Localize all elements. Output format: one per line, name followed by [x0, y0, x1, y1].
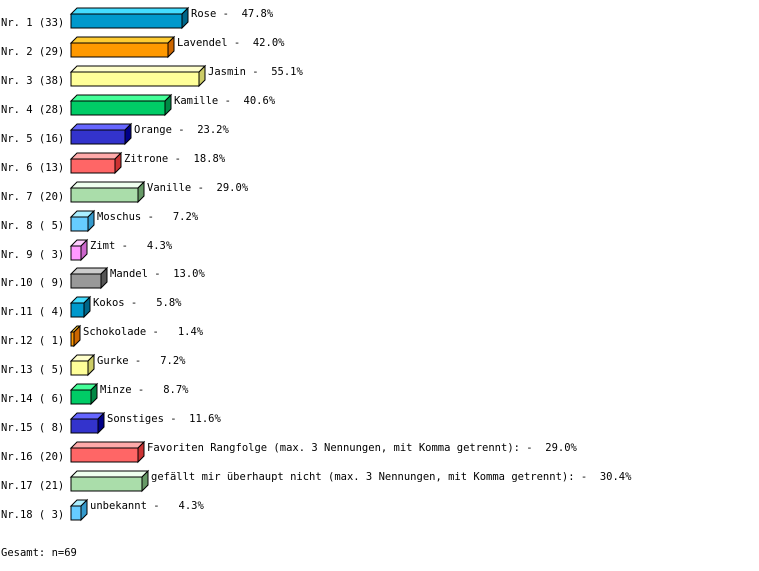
- bar-top-face: [69, 36, 176, 44]
- bar: [70, 129, 126, 145]
- bar: [70, 273, 102, 289]
- bar: [70, 360, 89, 376]
- bar: [70, 302, 85, 318]
- bar-top-face: [69, 470, 150, 478]
- data-label: Vanille - 29.0%: [147, 182, 249, 194]
- bar: [70, 245, 82, 261]
- row-label: Nr.12 ( 1): [1, 335, 64, 347]
- bar: [70, 187, 139, 203]
- bar: [70, 505, 82, 521]
- bar-top-face: [69, 181, 146, 189]
- bar: [70, 331, 75, 347]
- bar-top-face: [69, 94, 173, 102]
- data-label: unbekannt - 4.3%: [90, 500, 204, 512]
- data-label: Mandel - 13.0%: [110, 268, 206, 280]
- bar-top-face: [69, 152, 123, 160]
- row-label: Nr. 2 (29): [1, 46, 64, 58]
- row-label: Nr. 3 (38): [1, 75, 64, 87]
- bar: [70, 476, 143, 492]
- row-label: Nr.13 ( 5): [1, 364, 64, 376]
- row-label: Nr.10 ( 9): [1, 277, 64, 289]
- bar: [70, 158, 116, 174]
- row-label: Nr.18 ( 3): [1, 509, 64, 521]
- data-label: Kokos - 5.8%: [93, 297, 182, 309]
- row-label: Nr.14 ( 6): [1, 393, 64, 405]
- data-label: Zimt - 4.3%: [90, 240, 173, 252]
- data-label: Gurke - 7.2%: [97, 355, 186, 367]
- row-label: Nr. 7 (20): [1, 191, 64, 203]
- data-label: Lavendel - 42.0%: [177, 37, 285, 49]
- bar: [70, 100, 166, 116]
- data-label: Sonstiges - 11.6%: [107, 413, 221, 425]
- bar: [70, 389, 92, 405]
- row-label: Nr. 5 (16): [1, 133, 64, 145]
- bar: [70, 216, 89, 232]
- data-label: Jasmin - 55.1%: [208, 66, 304, 78]
- bar: [70, 418, 99, 434]
- data-label: Minze - 8.7%: [100, 384, 189, 396]
- row-label: Nr.11 ( 4): [1, 306, 64, 318]
- bar-top-face: [69, 441, 146, 449]
- bar: [70, 13, 183, 29]
- data-label: Schokolade - 1.4%: [83, 326, 204, 338]
- data-label: Moschus - 7.2%: [97, 211, 199, 223]
- data-label: Zitrone - 18.8%: [124, 153, 226, 165]
- bar: [70, 42, 169, 58]
- row-label: Nr. 1 (33): [1, 17, 64, 29]
- bar-top-face: [69, 7, 190, 15]
- row-label: Nr.15 ( 8): [1, 422, 64, 434]
- data-label: gefällt mir überhaupt nicht (max. 3 Nenn…: [151, 471, 632, 483]
- row-label: Nr. 4 (28): [1, 104, 64, 116]
- total-count: Gesamt: n=69: [1, 547, 77, 559]
- data-label: Kamille - 40.6%: [174, 95, 276, 107]
- row-label: Nr. 9 ( 3): [1, 249, 64, 261]
- row-label: Nr.16 (20): [1, 451, 64, 463]
- bar-top-face: [69, 123, 133, 131]
- bar: [70, 71, 200, 87]
- data-label: Favoriten Rangfolge (max. 3 Nennungen, m…: [147, 442, 578, 454]
- data-label: Rose - 47.8%: [191, 8, 274, 20]
- data-label: Orange - 23.2%: [134, 124, 230, 136]
- row-label: Nr. 8 ( 5): [1, 220, 64, 232]
- bar-top-face: [69, 65, 207, 73]
- row-label: Nr.17 (21): [1, 480, 64, 492]
- row-label: Nr. 6 (13): [1, 162, 64, 174]
- bar: [70, 447, 139, 463]
